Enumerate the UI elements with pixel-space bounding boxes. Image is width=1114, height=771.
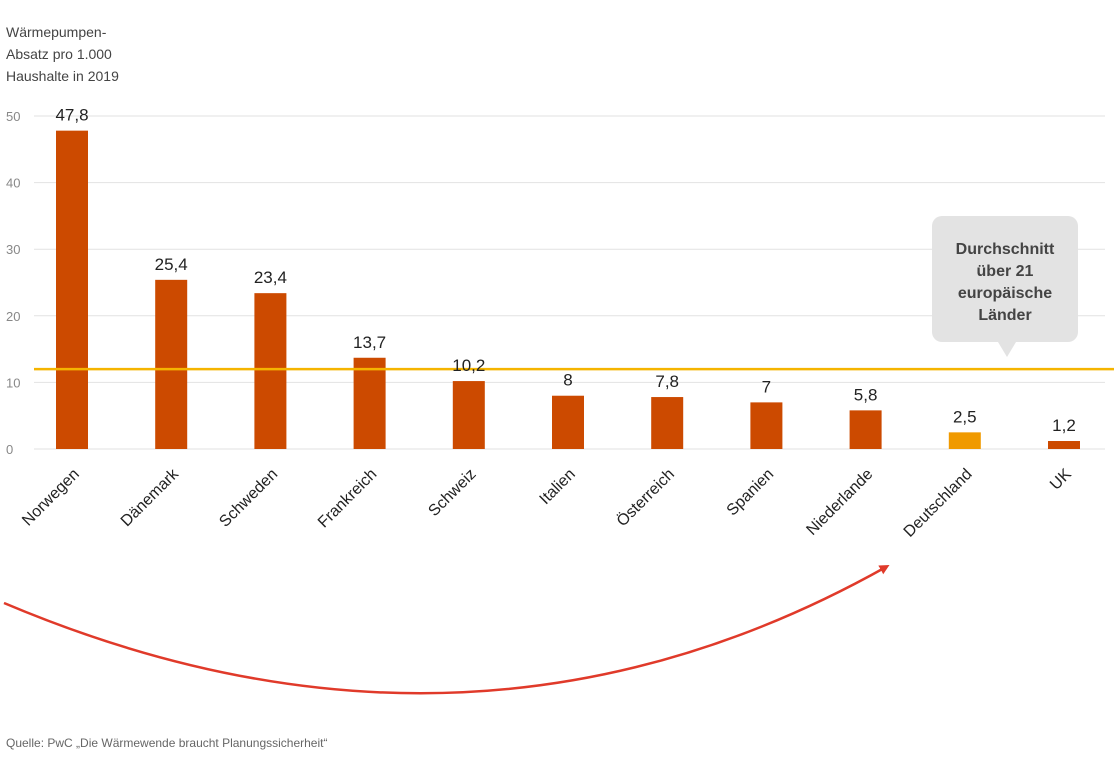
x-category-label: Frankreich <box>315 466 380 531</box>
bar <box>1048 441 1080 449</box>
y-axis-label: Wärmepumpen- Absatz pro 1.000 Haushalte … <box>6 24 119 84</box>
source-note: Quelle: PwC „Die Wärmewende braucht Plan… <box>6 736 327 750</box>
bar <box>155 279 188 449</box>
bar-value-label: 2,5 <box>953 407 977 426</box>
bar <box>353 357 386 449</box>
y-axis-label-line-1: Wärmepumpen- <box>6 24 107 40</box>
y-tick-label: 40 <box>6 176 20 191</box>
y-tick-labels: 0 10 20 30 40 50 <box>6 109 20 457</box>
bar-value-label: 10,2 <box>452 356 485 375</box>
average-callout-line-3: europäische <box>958 285 1052 302</box>
bar-value-label: 5,8 <box>854 385 878 404</box>
bar <box>452 381 485 449</box>
y-axis-label-line-3: Haushalte in 2019 <box>6 68 119 84</box>
value-labels: 47,8 25,4 23,4 13,7 10,2 8 7,8 7 5,8 2,5 1,2 <box>55 106 1075 435</box>
x-category-label: Italien <box>537 466 579 508</box>
x-category-label: UK <box>1047 466 1075 494</box>
y-axis-label-line-2: Absatz pro 1.000 <box>6 46 112 62</box>
bar <box>56 130 88 450</box>
bar <box>651 397 684 449</box>
average-callout-pointer <box>998 342 1016 357</box>
grid-lines <box>34 115 1105 450</box>
x-category-label: Norwegen <box>19 466 83 530</box>
y-tick-label: 0 <box>6 442 13 457</box>
y-tick-label: 10 <box>6 375 20 390</box>
y-tick-label: 20 <box>6 309 20 324</box>
average-callout-box <box>932 216 1078 342</box>
bar-value-label: 7 <box>762 377 771 396</box>
average-callout: Durchschnitt über 21 europäische Länder <box>932 216 1078 357</box>
bar <box>948 432 981 449</box>
bar-value-label: 13,7 <box>353 333 386 352</box>
bar <box>849 410 882 449</box>
average-callout-line-4: Länder <box>978 307 1031 324</box>
x-category-label: Dänemark <box>118 465 183 530</box>
bar-value-label: 1,2 <box>1052 416 1076 435</box>
bar-value-label: 47,8 <box>55 106 88 125</box>
y-tick-label: 50 <box>6 109 20 124</box>
x-category-label: Österreich <box>613 465 678 530</box>
x-category-label: Schweden <box>216 466 281 531</box>
bar-value-label: 23,4 <box>254 268 287 287</box>
x-category-label: Deutschland <box>901 466 976 541</box>
bar <box>552 395 584 449</box>
bar-value-label: 8 <box>563 371 572 390</box>
bars <box>56 130 1080 450</box>
bar <box>750 402 783 449</box>
x-category-label: Spanien <box>724 466 778 520</box>
bar <box>254 293 287 449</box>
y-tick-label: 30 <box>6 242 20 257</box>
average-callout-line-2: über 21 <box>977 263 1034 280</box>
x-category-label: Niederlande <box>803 466 876 539</box>
bar-value-label: 7,8 <box>655 372 679 391</box>
average-callout-line-1: Durchschnitt <box>956 241 1055 258</box>
x-category-label: Schweiz <box>425 466 479 520</box>
bar-value-label: 25,4 <box>155 255 188 274</box>
category-labels: Norwegen Dänemark Schweden Frankreich Schwei… <box>19 465 1075 541</box>
curved-arrow <box>3 565 890 695</box>
